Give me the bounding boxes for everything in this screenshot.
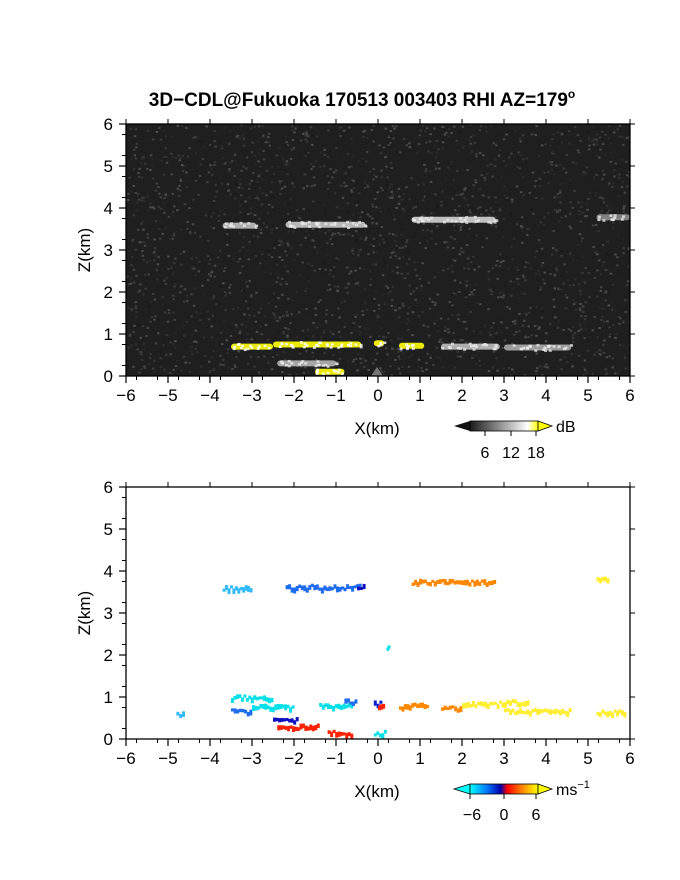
- x-tick-label: 0: [373, 386, 382, 405]
- velocity-feature: [504, 707, 572, 718]
- x-tick-label: 2: [457, 386, 466, 405]
- y-tick-label: 0: [104, 730, 113, 749]
- velocity-feature: [176, 711, 185, 719]
- y-tick-label: 2: [104, 646, 113, 665]
- y-tick-label: 6: [104, 478, 113, 497]
- colorbar-tick: 12: [502, 445, 520, 462]
- x-tick-label: 3: [499, 386, 508, 405]
- velocity-feature: [373, 729, 387, 739]
- velocity-colorbar: ms−1 −6 0 6: [452, 779, 590, 824]
- x-tick-label: 4: [541, 749, 550, 768]
- x-tick-label: −3: [242, 749, 261, 768]
- x-tick-label: −3: [242, 386, 261, 405]
- x-tick-label: −5: [158, 749, 177, 768]
- velocity-feature: [378, 703, 386, 711]
- velocity-feature: [596, 576, 610, 584]
- velocity-feature: [596, 709, 627, 719]
- velocity-feature: [231, 708, 253, 717]
- x-tick-label: 2: [457, 749, 466, 768]
- colorbar-tick: 6: [532, 807, 541, 824]
- x-tick-label: −6: [116, 386, 135, 405]
- x-tick-label: 6: [625, 386, 634, 405]
- y-tick-label: 4: [104, 562, 113, 581]
- velocity-feature: [285, 583, 362, 594]
- x-tick-label: 4: [541, 386, 550, 405]
- velocity-feature: [277, 723, 320, 733]
- colorbar-unit: dB: [556, 419, 576, 436]
- velocity-feature: [357, 583, 366, 591]
- x-tick-label: 3: [499, 749, 508, 768]
- colorbar-tick: −6: [463, 807, 481, 824]
- y-tick-label: 4: [104, 199, 113, 218]
- velocity-feature: [273, 717, 299, 725]
- y-tick-label: 5: [104, 157, 113, 176]
- velocity-layer: [176, 576, 627, 739]
- velocity-feature: [411, 578, 497, 587]
- axes-bottom: −6 −5 −4 −3 −2 −1 0 1 2 3 4 5 6 0 1 2 3 4 5 6: [104, 478, 635, 768]
- x-tick-label: −4: [200, 386, 219, 405]
- echo-layer: [222, 214, 630, 375]
- x-tick-label: −5: [158, 386, 177, 405]
- axes-top: −6 −5 −4 −3 −2 −1 0 1 2 3 4 5 6 0 1 2 3 4 5 6: [104, 115, 635, 405]
- x-tick-label: −2: [284, 386, 303, 405]
- colorbar-tick: 0: [500, 807, 509, 824]
- y-tick-label: 3: [104, 241, 113, 260]
- velocity-feature: [399, 702, 429, 712]
- x-axis-label: X(km): [354, 782, 399, 801]
- velocity-feature: [504, 698, 530, 708]
- noise-layer: [126, 124, 630, 376]
- velocity-feature: [344, 698, 358, 707]
- velocity-feature: [441, 705, 463, 713]
- colorbar-tick: 6: [481, 445, 490, 462]
- y-tick-label: 3: [104, 604, 113, 623]
- y-tick-label: 5: [104, 520, 113, 539]
- colorbar-tick: 18: [527, 445, 545, 462]
- x-tick-label: 5: [583, 386, 592, 405]
- x-tick-label: −6: [116, 749, 135, 768]
- velocity-feature: [231, 694, 274, 704]
- radar-site-marker: [371, 367, 383, 376]
- x-tick-label: 1: [415, 386, 424, 405]
- velocity-panel: −6 −5 −4 −3 −2 −1 0 1 2 3 4 5 6 0 1 2 3 4 5 6 X(km) Z(km) m…: [75, 478, 635, 824]
- x-tick-label: 0: [373, 749, 382, 768]
- y-axis-label: Z(km): [75, 591, 94, 635]
- y-axis-label: Z(km): [75, 228, 94, 272]
- y-tick-label: 1: [104, 688, 113, 707]
- x-tick-label: −4: [200, 749, 219, 768]
- reflectivity-colorbar: dB 6 12 18: [454, 419, 576, 462]
- x-tick-label: −1: [326, 749, 345, 768]
- reflectivity-background: [126, 124, 630, 376]
- figure-title: 3D−CDL@Fukuoka 170513 003403 RHI AZ=179o: [149, 87, 576, 111]
- y-tick-label: 0: [104, 367, 113, 386]
- y-tick-label: 1: [104, 325, 113, 344]
- x-tick-label: −1: [326, 386, 345, 405]
- velocity-feature: [386, 645, 391, 651]
- x-tick-label: 5: [583, 749, 592, 768]
- y-tick-label: 6: [104, 115, 113, 134]
- x-tick-label: 1: [415, 749, 424, 768]
- y-tick-label: 2: [104, 283, 113, 302]
- x-tick-label: 6: [625, 749, 634, 768]
- x-axis-label: X(km): [354, 419, 399, 438]
- velocity-feature: [222, 584, 253, 595]
- x-tick-label: −2: [284, 749, 303, 768]
- velocity-feature: [327, 729, 354, 739]
- velocity-feature: [462, 700, 505, 710]
- velocity-background: [126, 487, 630, 739]
- colorbar-unit: ms−1: [556, 779, 590, 799]
- velocity-feature: [319, 702, 354, 712]
- velocity-feature: [252, 703, 295, 713]
